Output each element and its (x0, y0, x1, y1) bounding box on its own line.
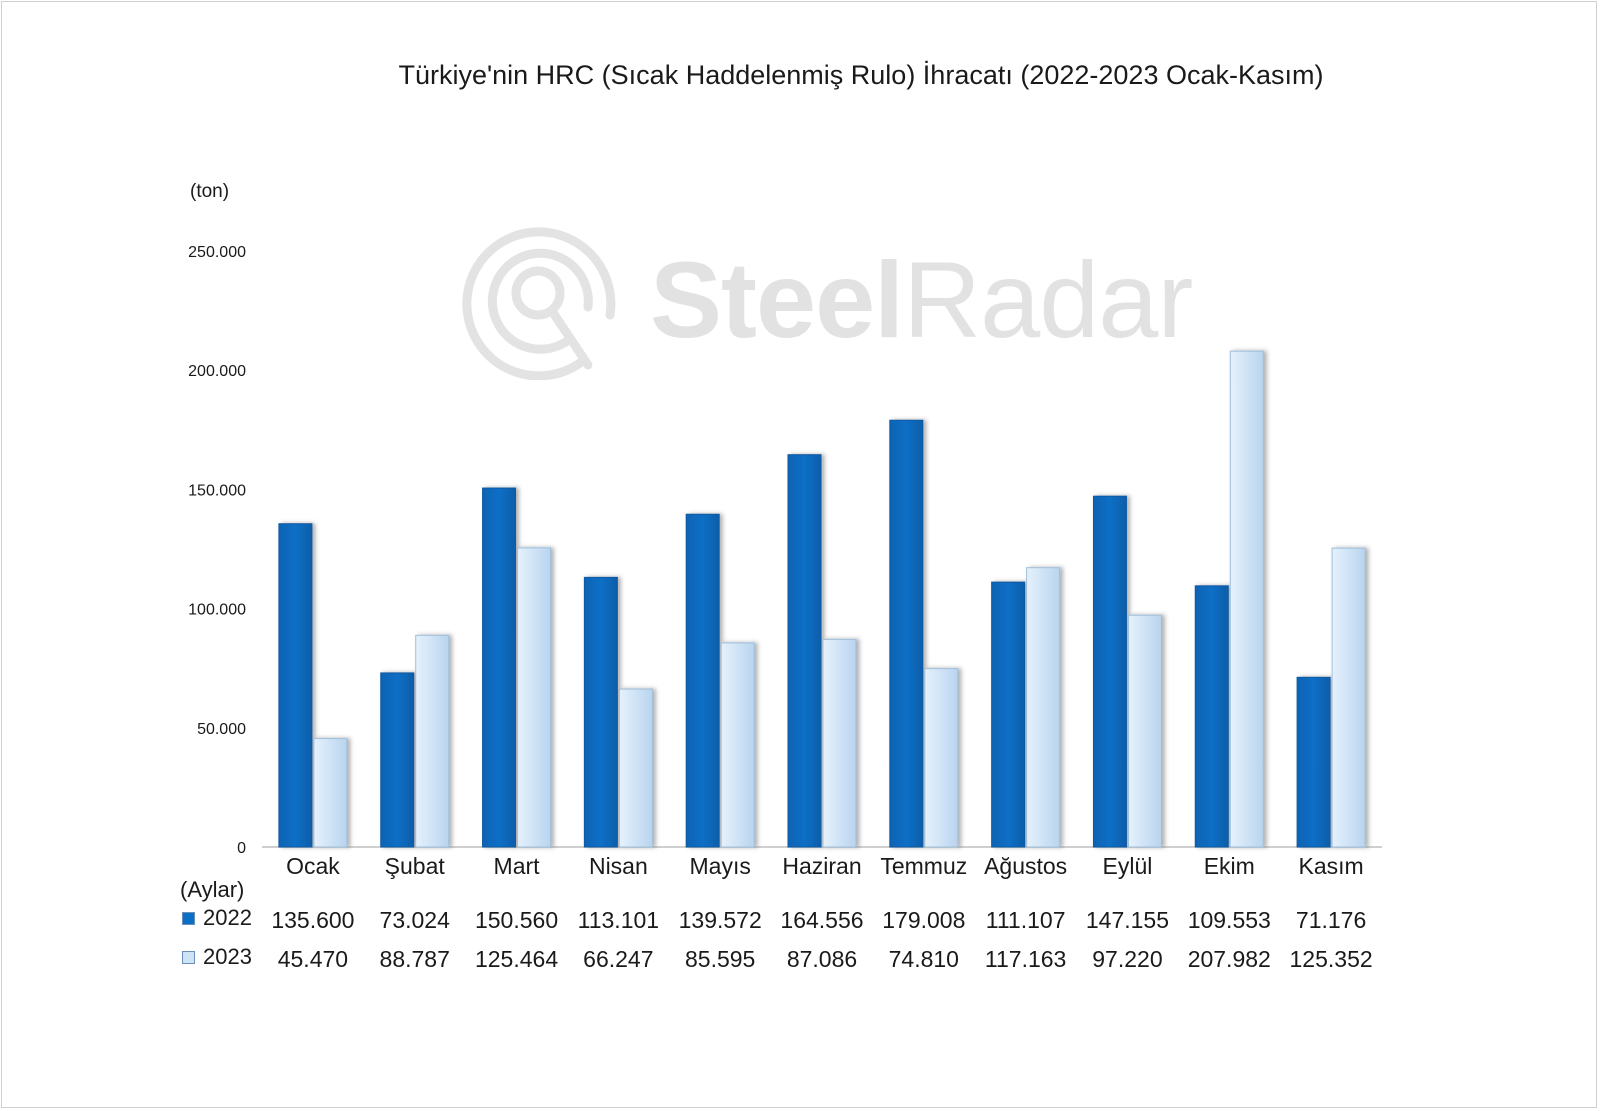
x-tick-label: Mart (494, 853, 541, 879)
bar-2023 (1331, 547, 1366, 848)
data-label-2022: 139.572 (679, 907, 762, 933)
chart-title: Türkiye'nin HRC (Sıcak Haddelenmiş Rulo)… (398, 60, 1324, 90)
legend-label-2023: 2023 (203, 944, 252, 969)
data-label-2023: 97.220 (1092, 946, 1162, 972)
legend-label-2022: 2022 (203, 905, 252, 930)
x-tick-label: Haziran (782, 853, 861, 879)
bar-2023 (822, 638, 857, 848)
data-label-2022: 135.600 (271, 907, 354, 933)
bar-2022 (1194, 585, 1229, 848)
bar-2023 (1026, 567, 1061, 848)
data-label-2023: 87.086 (787, 946, 857, 972)
bar-2022 (1092, 495, 1127, 848)
watermark-text: SteelRadar (650, 239, 1193, 360)
y-tick-label: 150.000 (188, 482, 246, 499)
y-axis-unit: (ton) (190, 181, 230, 202)
bar-2023 (1229, 350, 1264, 848)
data-label-2022: 111.107 (986, 907, 1066, 933)
radar-logo-icon (462, 227, 616, 381)
bar-2023 (1127, 614, 1162, 848)
x-tick-label: Mayıs (690, 853, 751, 879)
data-label-2022: 73.024 (380, 907, 451, 933)
data-label-2022: 179.008 (882, 907, 965, 933)
data-label-2023: 125.352 (1290, 946, 1373, 972)
data-label-2023: 117.163 (985, 946, 1066, 972)
bar-2022 (889, 419, 924, 848)
x-axis-name: (Aylar) (180, 877, 245, 902)
bar-2022 (380, 672, 415, 848)
bar-2023 (720, 642, 755, 848)
bar-2023 (313, 738, 348, 848)
x-tick-label: Şubat (385, 853, 446, 879)
bar-2022 (787, 454, 822, 848)
x-tick-label: Ocak (286, 853, 340, 879)
bar-2023 (924, 668, 959, 848)
data-label-2023: 74.810 (889, 946, 959, 972)
y-tick-label: 100.000 (188, 602, 246, 619)
bar-2022 (991, 581, 1026, 848)
data-label-2022: 109.553 (1188, 907, 1271, 933)
data-label-2023: 85.595 (685, 946, 755, 972)
y-tick-label: 0 (237, 840, 246, 857)
watermark: SteelRadar (460, 215, 1193, 381)
bar-2023 (618, 688, 653, 848)
bar-2023 (517, 547, 552, 848)
data-label-2022: 164.556 (780, 907, 863, 933)
legend-swatch-2023 (182, 950, 195, 964)
bar-2022 (583, 576, 618, 848)
data-label-2022: 113.101 (578, 907, 659, 933)
x-tick-label: Ağustos (984, 853, 1067, 879)
y-tick-label: 250.000 (188, 244, 246, 261)
x-tick-label: Nisan (589, 853, 648, 879)
data-label-2023: 125.464 (475, 946, 558, 972)
x-tick-label: Kasım (1298, 853, 1363, 879)
bar-2022 (482, 487, 517, 848)
bar-2022 (1296, 676, 1331, 848)
legend-row-2022: 2022 (182, 905, 252, 931)
y-tick-label: 50.000 (197, 721, 246, 738)
data-label-2022: 150.560 (475, 907, 558, 933)
bar-2022 (278, 523, 313, 848)
data-label-2023: 207.982 (1188, 946, 1271, 972)
data-label-2022: 71.176 (1296, 907, 1366, 933)
data-label-2023: 45.470 (278, 946, 348, 972)
y-tick-label: 200.000 (188, 363, 246, 380)
data-label-2023: 66.247 (583, 946, 653, 972)
bar-2022 (685, 513, 720, 848)
legend-swatch-2022 (182, 911, 195, 925)
legend-row-2023: 2023 (182, 944, 252, 970)
x-tick-label: Eylül (1103, 853, 1153, 879)
data-label-2023: 88.787 (380, 946, 450, 972)
x-tick-label: Temmuz (880, 853, 967, 879)
data-label-2022: 147.155 (1086, 907, 1169, 933)
bar-2023 (415, 634, 450, 848)
x-tick-label: Ekim (1204, 853, 1255, 879)
